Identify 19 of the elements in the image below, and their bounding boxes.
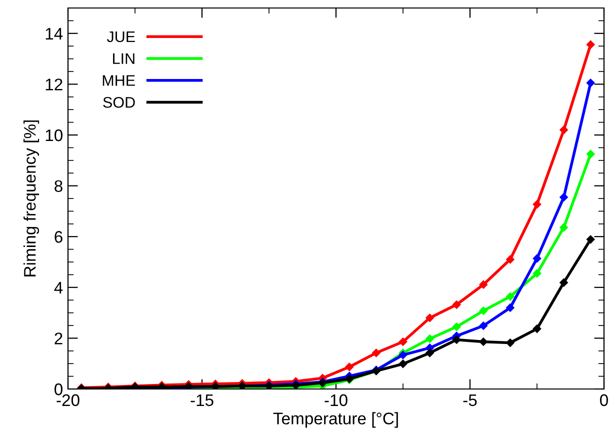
legend-label: SOD [103,96,135,108]
y-tick-label: 4 [54,282,63,294]
y-axis-title: Riming frequency [%] [24,120,40,276]
legend-label: LIN [113,53,134,64]
x-axis-title: Temperature [°C] [273,412,398,428]
y-tick-label: 2 [54,332,62,344]
x-tick-label: -10 [324,394,348,406]
y-tick-label: 6 [54,231,62,243]
x-tick-label: -15 [190,394,214,406]
y-tick-label: 8 [54,180,62,192]
y-tick-label: 0 [54,383,62,396]
y-tick-label: 12 [46,78,62,90]
y-tick-label: 10 [46,129,62,142]
x-tick-label: -20 [56,394,80,406]
legend-label: JUE [106,31,135,42]
x-tick-label: -5 [463,394,477,406]
y-tick-label: 14 [46,28,63,40]
x-tick-label: 0 [600,394,608,406]
legend-label: MHE [102,75,135,86]
